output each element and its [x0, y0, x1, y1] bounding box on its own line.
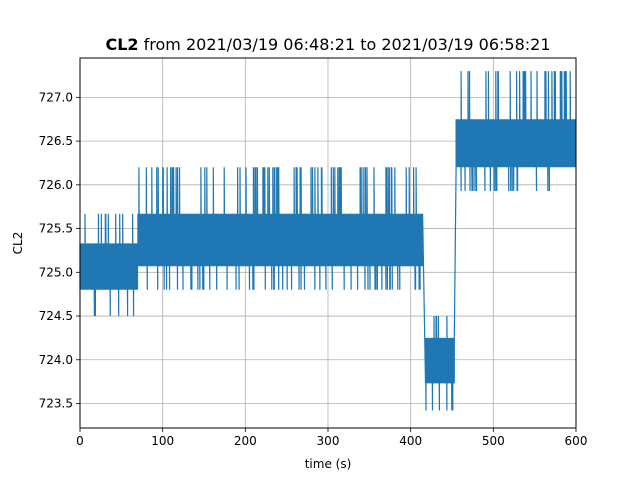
x-tick-label: 0 [76, 434, 84, 448]
series-path [79, 71, 577, 411]
x-tick-label: 400 [399, 434, 422, 448]
y-tick-label: 723.5 [39, 397, 73, 411]
y-tick-label: 726.5 [39, 134, 73, 148]
y-axis-label: CL2 [11, 232, 25, 255]
chart-title-bold: CL2 [105, 35, 138, 54]
y-tick-label: 724.0 [39, 353, 73, 367]
y-axis: 723.5 724.0 724.5 725.0 725.5 726.0 726.5 727.0 [39, 90, 80, 411]
x-tick-label: 500 [482, 434, 505, 448]
x-tick-label: 600 [565, 434, 588, 448]
chart-title-rest: from 2021/03/19 06:48:21 to 2021/03/19 0… [139, 35, 551, 54]
x-axis: 0 100 200 300 400 500 600 [76, 428, 587, 448]
x-tick-label: 200 [234, 434, 257, 448]
series-line [79, 71, 577, 411]
chart-title: CL2 from 2021/03/19 06:48:21 to 2021/03/… [105, 35, 550, 54]
y-tick-label: 727.0 [39, 90, 73, 104]
y-tick-label: 726.0 [39, 178, 73, 192]
y-tick-label: 724.5 [39, 309, 73, 323]
y-tick-label: 725.5 [39, 222, 73, 236]
x-axis-label: time (s) [305, 457, 352, 471]
y-tick-label: 725.0 [39, 265, 73, 279]
x-tick-label: 100 [151, 434, 174, 448]
x-tick-label: 300 [317, 434, 340, 448]
